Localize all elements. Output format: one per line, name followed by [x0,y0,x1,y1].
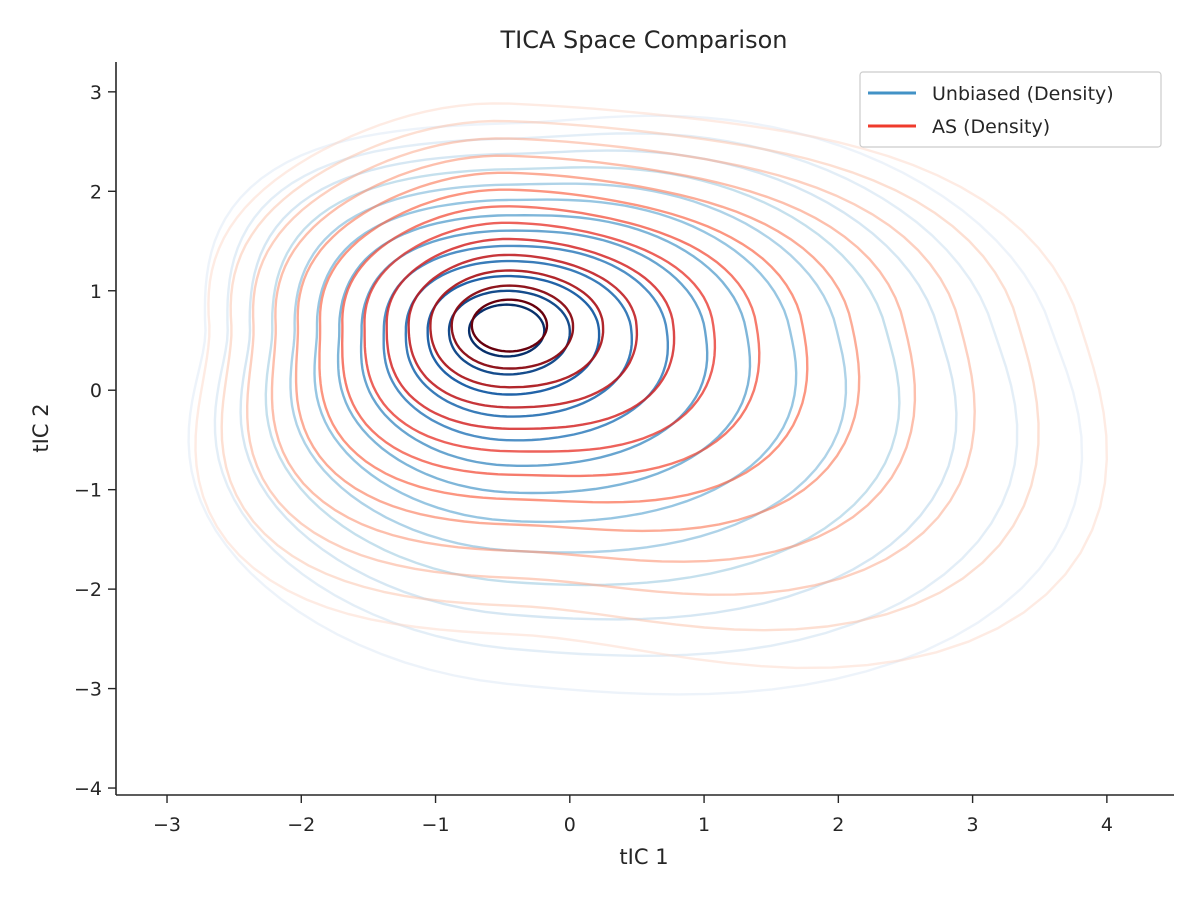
x-tick-label: 4 [1101,814,1113,836]
as-density-contour [318,188,809,504]
plot-area [187,102,1109,696]
unbiased-density-contour [313,198,798,524]
as-density-contour [363,221,717,453]
unbiased-density-contour [336,213,752,495]
as-density-contour [470,298,549,353]
as-density-contour [270,154,917,563]
y-tick-label: 0 [90,380,102,402]
unbiased-density-contour [264,166,901,587]
as-density-contour [220,119,1040,632]
y-tick-label: 3 [90,82,102,104]
x-axis-label: tIC 1 [619,845,668,869]
as-density-contour [429,269,605,389]
x-tick-label: 3 [967,814,979,836]
y-tick-label: 1 [90,281,102,303]
unbiased-density-contour [382,244,669,442]
x-tick-label: 0 [564,814,576,836]
x-tick-label: −1 [422,814,450,836]
y-axis-label: tIC 2 [29,403,53,452]
y-tick-label: −2 [74,579,102,601]
y-tick-label: 2 [90,181,102,203]
y-tick-label: −1 [74,480,102,502]
as-contours [194,102,1109,670]
x-axis-ticks: −3 −2 −1 0 1 2 3 4 [153,795,1113,836]
y-tick-label: −3 [74,679,102,701]
legend-label-unbiased: Unbiased (Density) [932,83,1114,105]
as-density-contour [340,205,761,478]
unbiased-density-contour [447,289,571,376]
as-density-contour [385,237,676,430]
unbiased-density-contour [467,303,546,358]
legend-box [859,71,1162,148]
as-density-contour [194,102,1109,670]
unbiased-density-contour [359,229,709,467]
x-tick-label: 1 [698,814,710,836]
x-tick-label: −2 [287,814,315,836]
as-density-contour [294,171,861,533]
as-density-contour [407,253,639,409]
x-tick-label: 2 [832,814,844,836]
unbiased-density-contour [404,259,634,418]
unbiased-density-contour [187,114,1084,696]
legend-label-as: AS (Density) [932,116,1050,138]
as-density-contour [245,137,976,596]
as-density-contour [450,284,575,370]
legend: Unbiased (Density) AS (Density) [859,71,1162,148]
y-tick-label: −4 [74,778,102,800]
unbiased-density-contour [426,274,601,396]
x-tick-label: −3 [153,814,181,836]
unbiased-density-contour [289,182,848,554]
y-axis-ticks: −4 −3 −2 −1 0 1 2 3 [74,82,116,800]
chart-title: TICA Space Comparison [499,26,787,54]
